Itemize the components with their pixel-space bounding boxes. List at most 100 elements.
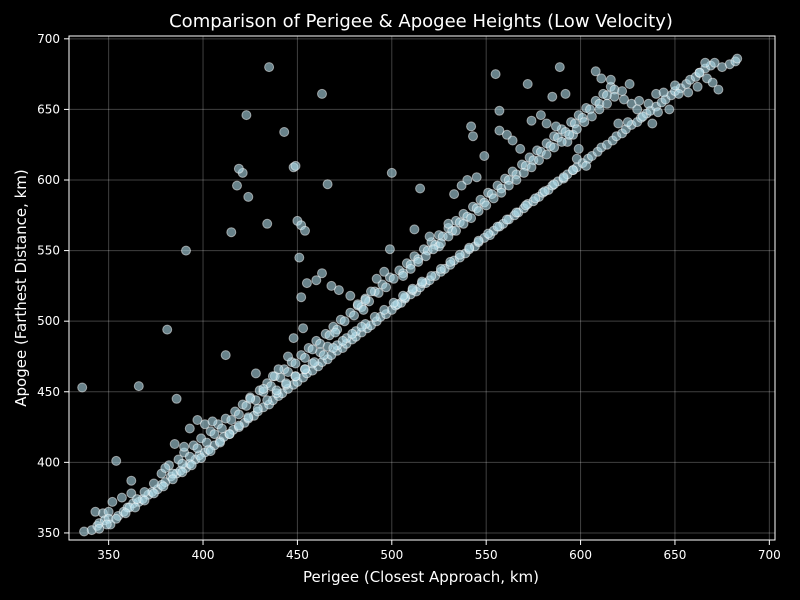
scatter-point	[613, 118, 624, 129]
scatter-point	[126, 475, 137, 486]
scatter-point	[494, 105, 505, 116]
scatter-point	[483, 228, 494, 239]
scatter-point	[518, 167, 529, 178]
scatter-point	[534, 155, 544, 166]
scatter-point	[184, 451, 195, 462]
scatter-point	[653, 107, 663, 118]
scatter-point	[300, 364, 310, 375]
scatter-point	[449, 189, 460, 200]
scatter-point	[281, 378, 292, 389]
scatter-point	[116, 492, 127, 503]
scatter-point	[547, 91, 558, 102]
scatter-point	[300, 225, 310, 236]
scatter-point	[398, 271, 409, 281]
scatter-point	[328, 343, 339, 353]
scatter-point	[245, 393, 256, 404]
scatter-point	[317, 268, 327, 279]
scatter-point	[643, 98, 654, 109]
scatter-point	[192, 443, 203, 454]
scatter-point	[590, 66, 601, 77]
scatter-point	[209, 429, 220, 440]
scatter-point	[435, 263, 446, 274]
scatter-point	[300, 352, 310, 363]
scatter-point	[464, 242, 475, 253]
scatter-point	[571, 153, 582, 164]
scatter-point	[243, 191, 254, 202]
scatter-point	[279, 127, 290, 137]
scatter-point	[435, 238, 446, 249]
scatter-point	[515, 143, 526, 154]
scatter-point	[568, 165, 578, 176]
scatter-point	[160, 463, 171, 473]
scatter-point	[148, 488, 159, 499]
scatter-point	[311, 275, 322, 286]
scatter-point	[458, 218, 469, 229]
scatter-point	[507, 135, 518, 146]
scatter-point	[101, 519, 112, 530]
scatter-point	[345, 290, 356, 301]
scatter-point	[264, 62, 275, 73]
x-tick-label: 550	[475, 548, 498, 562]
scatter-point	[488, 193, 499, 204]
scatter-point	[162, 324, 173, 335]
scatter-point	[658, 87, 669, 98]
scatter-point	[347, 328, 358, 339]
scatter-point	[322, 179, 333, 190]
scatter-point	[369, 311, 380, 322]
scatter-point	[301, 278, 312, 289]
scatter-point	[267, 371, 278, 382]
scatter-point	[602, 98, 612, 109]
scatter-point	[330, 327, 341, 338]
scatter-point	[226, 227, 237, 238]
scatter-point	[596, 73, 607, 84]
scatter-point	[186, 460, 197, 471]
y-tick-label: 350	[37, 526, 60, 540]
scatter-point	[637, 111, 648, 122]
y-tick-label: 500	[37, 314, 60, 328]
scatter-point	[556, 136, 567, 147]
scatter-point	[283, 351, 293, 362]
scatter-point	[466, 121, 477, 132]
scatter-point	[622, 117, 633, 128]
scatter-point	[196, 453, 207, 464]
scatter-point	[398, 290, 409, 301]
y-tick-label: 600	[37, 173, 60, 187]
scatter-point	[360, 295, 371, 305]
x-axis-label: Perigee (Closest Approach, km)	[303, 568, 539, 586]
scatter-point	[349, 310, 359, 321]
scatter-point	[290, 358, 301, 369]
x-tick-label: 450	[286, 548, 309, 562]
scatter-point	[462, 175, 473, 185]
scatter-point	[417, 276, 427, 287]
scatter-point	[337, 335, 348, 346]
scatter-point	[298, 323, 309, 334]
scatter-point	[233, 420, 244, 431]
scatter-point	[617, 86, 628, 97]
scatter-point	[511, 175, 522, 185]
scatter-point	[539, 186, 550, 197]
x-tick-label: 500	[380, 548, 403, 562]
scatter-point	[356, 321, 367, 332]
scatter-point	[233, 163, 244, 174]
y-tick-label: 700	[37, 32, 60, 46]
scatter-point	[148, 478, 159, 489]
points-layer	[77, 53, 743, 537]
scatter-point	[232, 180, 242, 191]
x-tick-label: 350	[97, 548, 120, 562]
scatter-point	[571, 124, 582, 135]
scatter-point	[224, 429, 235, 440]
scatter-point	[573, 143, 584, 154]
scatter-point	[579, 117, 590, 128]
scatter-point	[371, 273, 382, 284]
scatter-point	[443, 231, 454, 242]
scatter-point	[290, 160, 301, 171]
scatter-point	[326, 280, 337, 291]
scatter-point	[511, 207, 522, 218]
scatter-point	[179, 441, 190, 452]
y-tick-label: 400	[37, 455, 60, 469]
scatter-point	[554, 62, 565, 73]
scatter-point	[111, 513, 122, 524]
scatter-point	[169, 439, 180, 449]
scatter-point	[407, 283, 418, 294]
